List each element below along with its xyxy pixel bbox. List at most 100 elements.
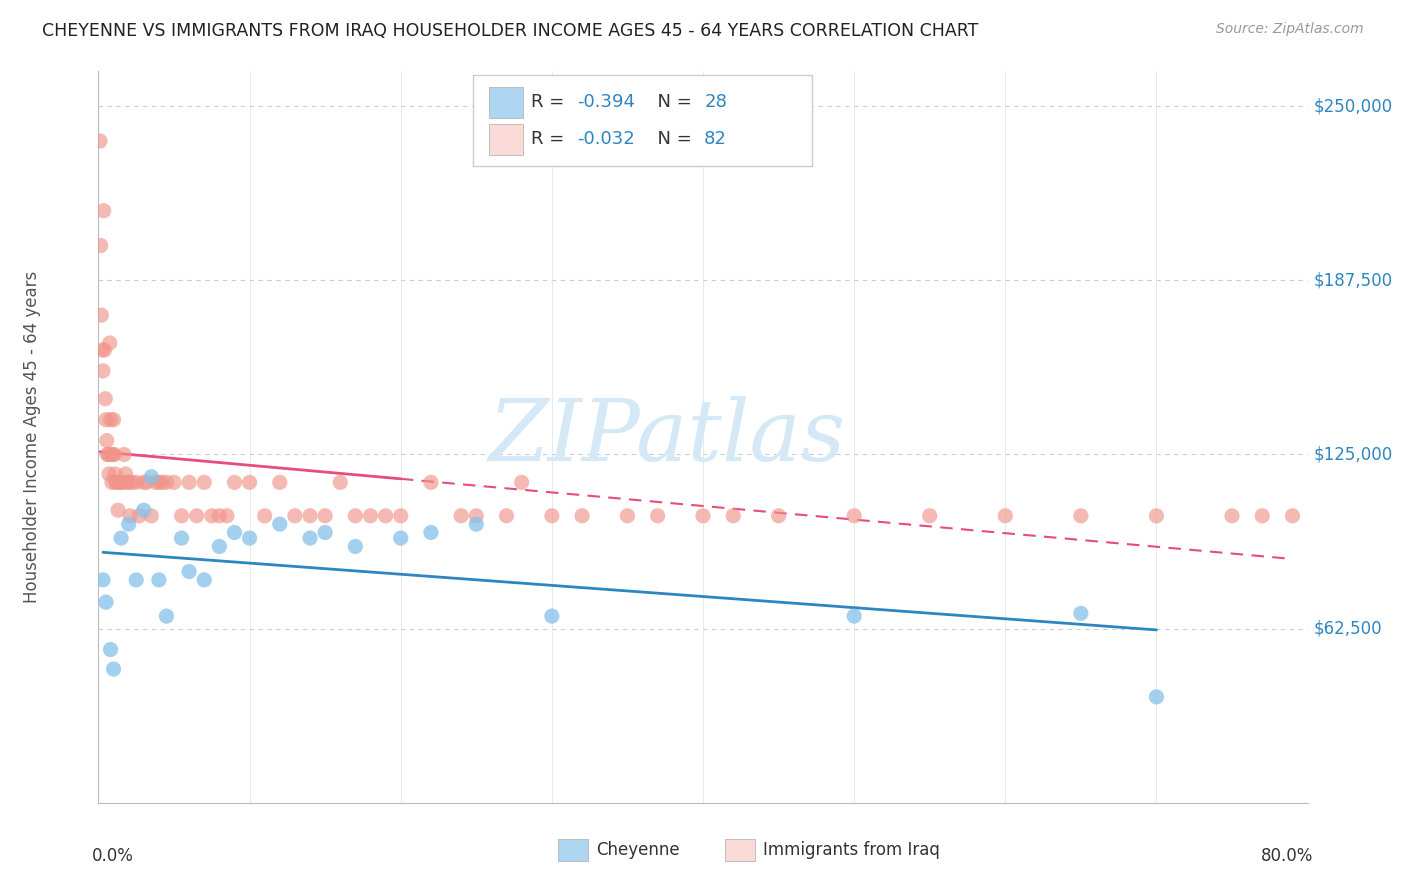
Point [344,540,367,554]
Point [420,525,443,540]
Point [90,238,112,252]
Point [510,475,533,490]
Point [389,531,412,545]
Point [94,595,117,609]
Point [128,508,150,523]
Point [110,531,132,545]
Point [692,508,714,523]
Point [148,573,170,587]
Point [98,336,121,351]
Text: N =: N = [647,130,697,148]
Point [170,508,193,523]
Point [389,508,412,523]
Text: $62,500: $62,500 [1313,620,1382,638]
Point [150,475,173,490]
Point [1146,508,1168,523]
Point [329,475,352,490]
Point [155,475,177,490]
Point [91,343,114,357]
Point [101,448,124,462]
Text: Householder Income Ages 45 - 64 years: Householder Income Ages 45 - 64 years [22,271,41,603]
Point [374,508,396,523]
Text: $250,000: $250,000 [1313,97,1393,115]
Point [115,475,138,490]
Point [141,508,163,523]
Point [112,448,135,462]
Point [314,525,336,540]
Point [360,508,382,523]
Text: $187,500: $187,500 [1313,271,1393,289]
Point [193,573,215,587]
FancyBboxPatch shape [489,124,523,154]
Point [121,475,143,490]
Point [239,475,262,490]
Point [96,448,118,462]
Point [179,475,201,490]
FancyBboxPatch shape [558,839,588,862]
Point [118,517,141,532]
Point [141,470,163,484]
Point [170,531,193,545]
Text: ZIPatlas: ZIPatlas [488,396,845,478]
Point [215,508,238,523]
FancyBboxPatch shape [474,75,811,167]
Point [97,448,120,462]
Text: Cheyenne: Cheyenne [596,841,681,859]
Text: $125,000: $125,000 [1313,445,1393,464]
Point [465,517,488,532]
Point [314,508,336,523]
Point [163,475,186,490]
Point [93,343,115,357]
Point [299,531,322,545]
Point [208,508,231,523]
Point [994,508,1017,523]
Point [844,609,866,624]
Point [107,503,129,517]
Text: 80.0%: 80.0% [1261,847,1313,864]
Text: N =: N = [647,94,697,112]
Point [723,508,745,523]
Point [104,475,127,490]
Point [284,508,307,523]
Point [120,508,142,523]
Point [90,308,112,322]
Text: CHEYENNE VS IMMIGRANTS FROM IRAQ HOUSEHOLDER INCOME AGES 45 - 64 YEARS CORRELATI: CHEYENNE VS IMMIGRANTS FROM IRAQ HOUSEHO… [42,22,979,40]
Point [155,609,177,624]
Text: Source: ZipAtlas.com: Source: ZipAtlas.com [1216,22,1364,37]
Point [224,475,246,490]
Point [148,475,170,490]
Point [239,531,262,545]
Text: 28: 28 [704,94,727,112]
Point [125,475,148,490]
Point [1251,508,1274,523]
Text: -0.394: -0.394 [578,94,636,112]
Point [465,508,488,523]
Point [100,642,122,657]
Point [224,525,246,540]
Point [571,508,593,523]
Point [114,467,136,481]
Point [495,508,517,523]
Point [647,508,669,523]
Point [420,475,443,490]
Text: 0.0%: 0.0% [93,847,134,864]
Point [91,364,114,378]
Point [94,392,117,406]
Point [118,475,141,490]
Point [145,475,167,490]
Point [96,434,118,448]
Point [105,475,128,490]
Point [208,540,231,554]
Point [89,134,111,148]
Point [299,508,322,523]
Point [132,503,155,517]
FancyBboxPatch shape [489,87,523,118]
Text: R =: R = [531,130,571,148]
Point [201,508,224,523]
Point [269,475,291,490]
FancyBboxPatch shape [724,839,755,862]
Point [1070,607,1092,621]
Point [101,475,124,490]
Point [104,467,127,481]
Point [94,412,117,426]
